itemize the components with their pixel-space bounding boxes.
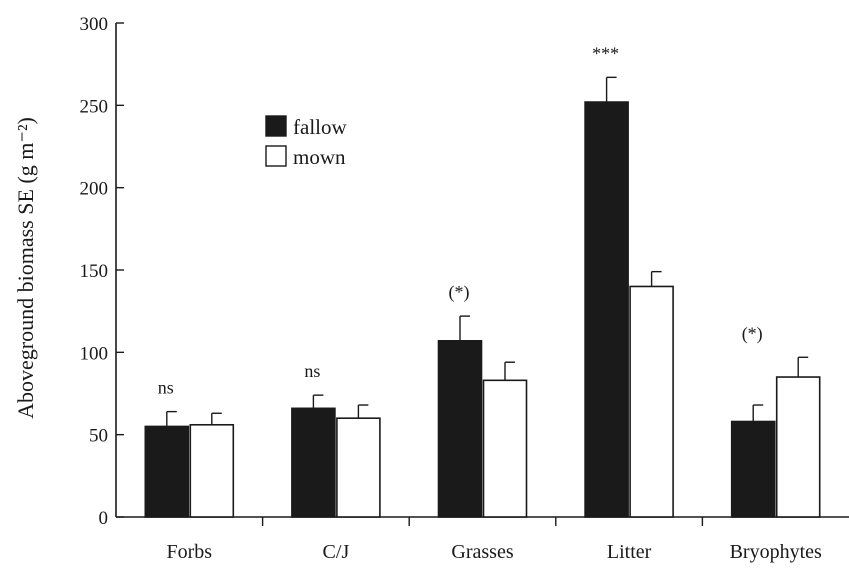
bar-fallow [144,425,190,518]
legend-label-mown: mown [293,145,346,169]
x-tick-label: Bryophytes [730,541,822,563]
bar-mown [629,285,674,518]
y-tick-label: 250 [80,96,109,117]
x-axis: Forbs C/J Grasses Litter Bryophytes [116,516,849,563]
y-tick-label: 50 [89,426,108,447]
y-tick-label: 150 [80,261,109,282]
y-tick-label: 200 [80,179,109,200]
bar-mown [336,417,381,518]
bar-fallow [730,420,776,518]
bar-fallow [584,101,629,518]
x-tick-label: C/J [323,541,350,563]
bar-fallow [437,340,483,518]
significance-label: (*) [449,282,470,303]
bar-mown [189,423,235,518]
legend-swatch-mown [265,145,287,167]
y-tick-label: 100 [80,343,109,364]
legend: fallow mown [265,115,347,169]
significance-labels: ns ns (*) *** (*) [158,43,763,397]
significance-label: (*) [742,323,763,344]
error-bars [166,76,809,427]
bar-mown [482,379,528,518]
bars [144,101,821,518]
significance-label: ns [158,378,174,398]
x-tick-label: Litter [607,541,652,563]
y-tick-label: 300 [80,14,109,35]
y-axis-label: Aboveground biomass SE (g m⁻²) [13,117,38,419]
y-tick-label: 0 [99,508,109,529]
x-tick-label: Forbs [167,541,213,563]
legend-swatch-fallow [265,115,287,137]
significance-label: *** [592,43,619,63]
bar-fallow [291,407,336,518]
legend-label-fallow: fallow [293,115,347,139]
bar-mown [775,376,821,518]
significance-label: ns [304,361,320,381]
x-tick-label: Grasses [451,541,513,563]
y-axis: 0 50 100 150 200 250 300 [80,14,124,529]
